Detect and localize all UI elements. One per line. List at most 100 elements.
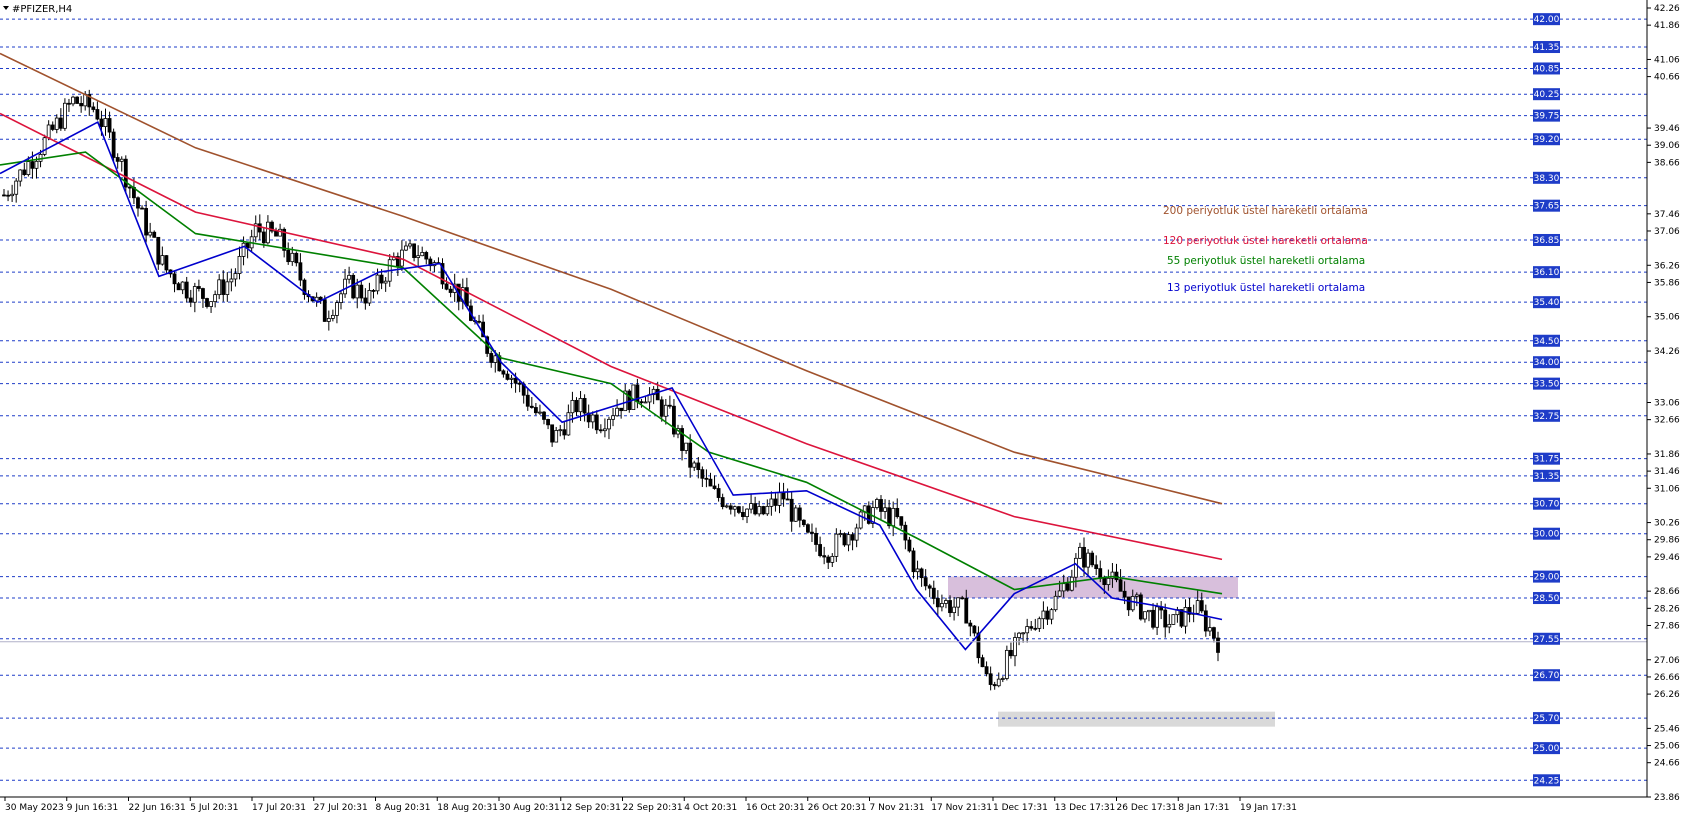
x-tick-label: 27 Jul 20:31 (314, 803, 368, 813)
candle-body (1130, 596, 1135, 611)
y-tick-label: 34.26 (1654, 347, 1680, 357)
candle-body (180, 281, 185, 291)
candle-body (79, 103, 84, 107)
candle-body (359, 284, 364, 299)
candle-body (1078, 546, 1082, 559)
candle-body (607, 418, 611, 430)
y-tick-label: 37.46 (1654, 210, 1680, 220)
candle-body (322, 299, 327, 322)
level-label: 39.75 (1534, 112, 1560, 122)
candle-body (672, 405, 676, 435)
legend-label: 200 periyotluk üstel hareketli ortalama (1163, 205, 1368, 217)
x-tick-label: 4 Oct 20:31 (684, 803, 737, 813)
y-tick-label: 32.66 (1654, 416, 1680, 426)
candle-body (318, 296, 323, 301)
level-label: 30.00 (1534, 530, 1560, 540)
candle-body (1171, 614, 1176, 625)
y-tick-label: 40.66 (1654, 73, 1680, 83)
candle-body (984, 666, 989, 675)
level-label-box (1533, 233, 1560, 246)
candle-body (371, 290, 376, 292)
chevron-down-icon[interactable] (3, 6, 9, 10)
candle-body (444, 283, 449, 290)
candle-body (972, 625, 977, 634)
candle-body (412, 243, 416, 258)
candle-body (1045, 610, 1050, 620)
candle-body (278, 228, 282, 237)
candle-body (887, 507, 892, 527)
candle-body (363, 297, 368, 304)
legend-label: 120 periyotluk üstel hareketli ortalama (1163, 235, 1368, 247)
candle-body (217, 279, 222, 296)
candle-body (343, 278, 347, 295)
candle-body (858, 511, 863, 529)
candle-body (87, 94, 92, 108)
x-tick-label: 16 Oct 20:31 (746, 803, 805, 813)
candle-body (603, 428, 607, 432)
candle-body (777, 491, 782, 506)
candle-body (233, 273, 238, 280)
level-label: 26.70 (1534, 671, 1560, 681)
candle-body (769, 498, 774, 507)
candle-body (623, 390, 628, 412)
candle-body (554, 430, 559, 443)
candle-body (241, 242, 246, 257)
y-tick-label: 30.26 (1654, 519, 1680, 529)
candle-body (834, 533, 839, 557)
candle-body (330, 314, 335, 319)
level-label: 29.00 (1534, 573, 1560, 583)
candle-body (1179, 609, 1184, 627)
candle-body (793, 507, 798, 522)
y-tick-label: 26.66 (1654, 673, 1680, 683)
candle-body (875, 499, 879, 508)
candle-body (1069, 576, 1074, 591)
candle-body (757, 506, 762, 515)
candle-body (144, 208, 149, 236)
candle-body (879, 499, 883, 512)
candle-body (50, 124, 55, 130)
candle-body (1106, 577, 1111, 586)
chart-title: #PFIZER,H4 (12, 4, 72, 15)
candle-body (1216, 637, 1220, 653)
level-label-box (1533, 334, 1560, 347)
candle-body (830, 555, 835, 563)
candle-body (505, 373, 510, 380)
candle-body (30, 161, 35, 169)
candle-body (1021, 632, 1026, 635)
level-label-box (1533, 296, 1560, 309)
candle-body (213, 294, 218, 303)
level-label: 40.25 (1534, 90, 1560, 100)
candle-body (1183, 607, 1188, 627)
candle-body (822, 555, 827, 558)
candle-body (976, 632, 981, 659)
candle-body (1126, 596, 1131, 611)
y-tick-label: 25.06 (1654, 742, 1680, 752)
x-tick-label: 22 Sep 20:31 (623, 803, 683, 813)
x-tick-label: 17 Nov 21:31 (931, 803, 992, 813)
candle-body (221, 279, 226, 295)
candle-body (282, 228, 287, 251)
candle-body (940, 603, 944, 608)
level-label: 25.00 (1534, 744, 1560, 754)
level-label-box (1533, 592, 1560, 605)
candle-body (164, 255, 169, 271)
candle-body (257, 223, 262, 233)
price-zone (948, 576, 1238, 599)
candle-body (891, 507, 896, 527)
candle-body (253, 223, 258, 238)
candle-body (667, 404, 672, 407)
candle-body (842, 533, 847, 546)
candle-body (266, 221, 270, 244)
candle-body (1203, 610, 1208, 632)
candle-body (663, 404, 668, 417)
moving-average-line (0, 151, 1223, 595)
candle-body (558, 429, 563, 432)
candle-body (720, 497, 725, 508)
candle-body (91, 106, 96, 110)
candle-body (1025, 626, 1030, 634)
candle-body (850, 534, 855, 541)
candle-body (420, 252, 425, 257)
candle-body (956, 597, 961, 608)
